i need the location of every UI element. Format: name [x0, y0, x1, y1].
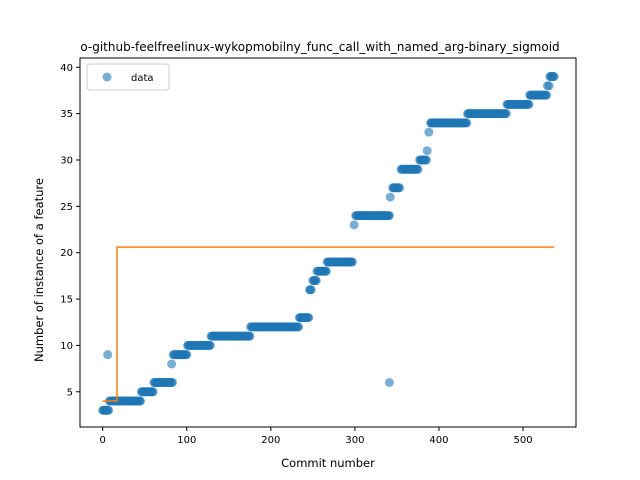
- data-point: [103, 350, 113, 360]
- x-axis-label: Commit number: [281, 456, 375, 470]
- x-tick-label: 0: [100, 435, 106, 446]
- x-tick-label: 500: [513, 435, 532, 446]
- fit-line: [102, 246, 555, 402]
- data-point: [245, 331, 255, 341]
- data-point: [462, 118, 472, 128]
- data-point: [424, 127, 434, 137]
- x-tick-label: 200: [261, 435, 280, 446]
- data-point: [544, 81, 554, 91]
- data-point: [306, 285, 316, 295]
- data-point: [321, 266, 331, 276]
- data-point: [422, 146, 432, 156]
- legend-frame: [86, 63, 170, 91]
- y-tick-label: 40: [60, 63, 73, 74]
- x-axis: 0 100 200 300 400 500: [100, 427, 533, 446]
- data-point: [384, 378, 394, 387]
- legend: data: [86, 63, 170, 91]
- y-tick-label: 25: [60, 202, 73, 213]
- data-point: [542, 90, 552, 100]
- data-point: [104, 405, 114, 415]
- x-tick-label: 100: [177, 435, 196, 446]
- data-point: [182, 350, 192, 360]
- data-point: [148, 387, 158, 397]
- y-tick-label: 10: [60, 341, 73, 352]
- y-tick-label: 30: [60, 155, 73, 166]
- data-point: [413, 164, 423, 174]
- y-tick-label: 15: [60, 295, 73, 306]
- data-point: [136, 396, 146, 406]
- data-point: [394, 183, 404, 193]
- data-point: [304, 313, 314, 323]
- y-axis-label: Number of instance of a feature: [32, 178, 46, 362]
- data-point: [205, 340, 215, 350]
- data-point: [385, 192, 395, 202]
- data-point: [421, 155, 431, 165]
- data-point: [311, 276, 321, 286]
- legend-marker-data: [102, 72, 112, 82]
- data-point: [384, 211, 394, 221]
- data-point: [167, 359, 177, 369]
- data-point: [294, 322, 304, 332]
- data-point: [167, 378, 177, 387]
- x-tick-label: 300: [345, 435, 364, 446]
- data-point: [347, 257, 357, 267]
- x-tick-label: 400: [429, 435, 448, 446]
- y-tick-label: 5: [67, 387, 73, 398]
- data-point: [524, 99, 534, 109]
- data-point: [349, 220, 359, 230]
- chart-title: o-github-feelfreelinux-wykopmobilny_func…: [80, 40, 559, 54]
- y-tick-label: 35: [60, 109, 73, 120]
- axes-frame: [79, 57, 577, 428]
- data-point: [501, 109, 511, 119]
- legend-label-data: data: [131, 73, 154, 84]
- data-point: [549, 72, 559, 82]
- y-axis: 5 10 15 20 25 30 35 40: [60, 63, 80, 398]
- plot-area: [79, 57, 577, 428]
- y-tick-label: 20: [60, 248, 73, 259]
